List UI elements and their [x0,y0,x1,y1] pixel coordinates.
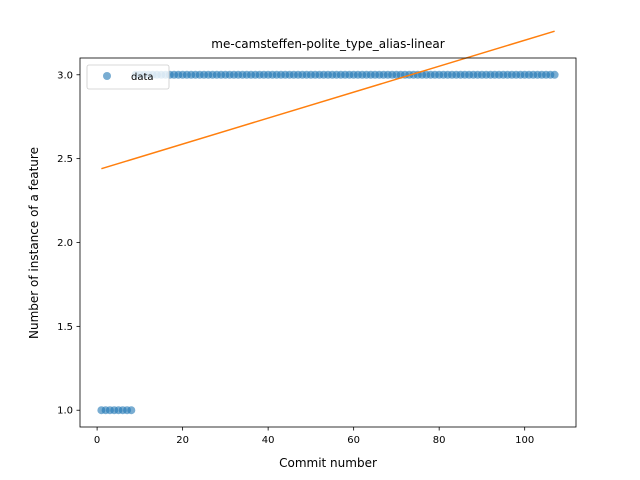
y-tick-label: 3.0 [57,70,73,81]
y-axis-label: Number of instance of a feature [27,147,41,339]
data-point [127,406,136,415]
legend-marker-data [103,72,111,80]
x-tick-label: 100 [515,435,534,446]
y-axis: 1.0 1.5 2.0 2.5 3.0 [57,70,80,417]
x-tick-label: 40 [262,435,275,446]
y-tick-label: 2.5 [57,154,73,165]
data-point [550,70,559,79]
chart-title: me-camsteffen-polite_type_alias-linear [211,37,444,51]
x-axis: 0 20 40 60 80 100 [94,427,534,446]
x-tick-label: 80 [433,435,446,446]
y-tick-label: 1.5 [57,322,73,333]
x-tick-label: 20 [176,435,189,446]
y-tick-label: 2.0 [57,238,73,249]
x-axis-label: Commit number [279,456,377,470]
legend-box [86,64,170,90]
x-tick-label: 60 [347,435,360,446]
fit-line [101,30,555,170]
legend: data [86,64,170,90]
x-tick-label: 0 [94,435,100,446]
y-tick-label: 1.0 [57,406,73,417]
legend-label-data: data [131,72,154,83]
